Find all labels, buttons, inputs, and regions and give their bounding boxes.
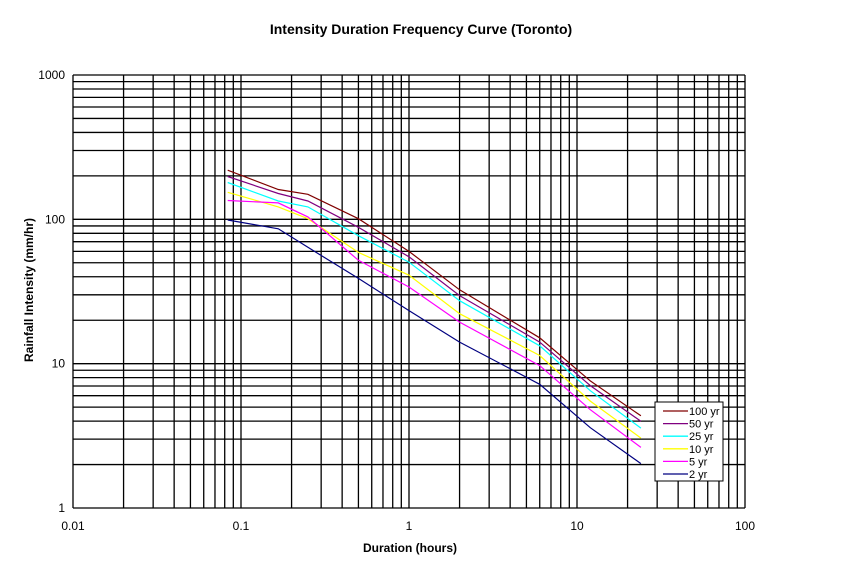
- x-tick-labels: 0.01 0.1 1 10 100: [61, 519, 755, 533]
- y-tick-labels: 1 10 100 1000: [38, 68, 65, 515]
- series-line-2yr: [227, 219, 642, 465]
- series-line-100yr: [227, 169, 642, 417]
- x-axis-label: Duration (hours): [363, 541, 457, 555]
- legend-label: 5 yr: [689, 456, 708, 468]
- x-tick-label: 100: [735, 519, 755, 533]
- y-tick-label: 100: [45, 212, 65, 226]
- legend-label: 2 yr: [689, 469, 708, 481]
- legend-label: 100 yr: [689, 406, 720, 418]
- series-line-25yr: [227, 181, 642, 429]
- grid: [72, 74, 746, 509]
- y-tick-label: 1000: [38, 68, 65, 82]
- y-tick-label: 10: [52, 357, 66, 371]
- series-lines: [227, 169, 642, 465]
- legend-box: [654, 401, 724, 482]
- x-tick-label: 0.01: [61, 519, 85, 533]
- x-tick-label: 1: [406, 519, 413, 533]
- series-line-5yr: [227, 199, 642, 448]
- chart-title: Intensity Duration Frequency Curve (Toro…: [270, 21, 572, 37]
- y-axis-label: Rainfall Intensity (mm/hr): [22, 218, 36, 362]
- legend-label: 50 yr: [689, 419, 714, 431]
- x-tick-label: 0.1: [233, 519, 250, 533]
- x-tick-label: 10: [570, 519, 584, 533]
- legend-label: 10 yr: [689, 444, 714, 456]
- series-line-10yr: [227, 191, 642, 439]
- series-line-50yr: [227, 175, 642, 422]
- y-tick-label: 1: [58, 501, 65, 515]
- legend-label: 25 yr: [689, 431, 714, 443]
